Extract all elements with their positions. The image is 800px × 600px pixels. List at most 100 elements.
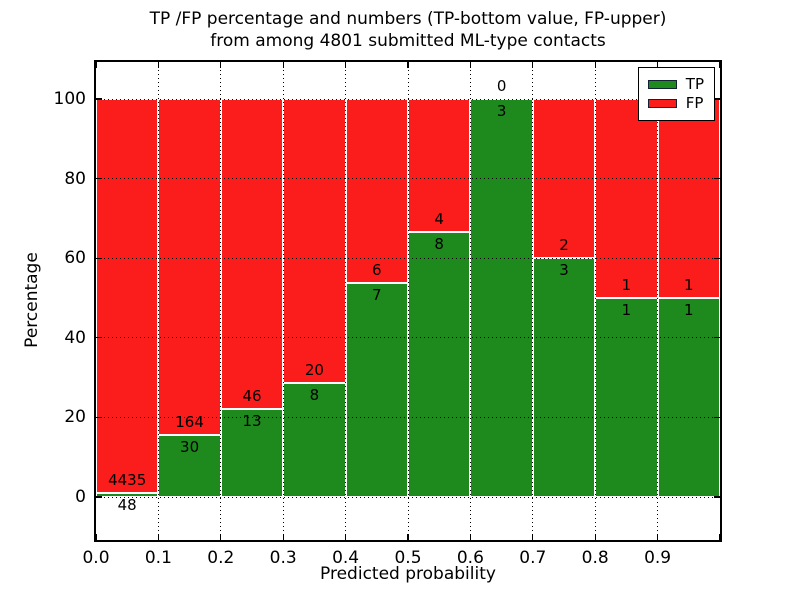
x-tick-mark — [345, 534, 347, 540]
x-tick-mark — [95, 534, 97, 540]
y-tick-mark-right — [714, 178, 720, 180]
x-tick-label: 0.7 — [519, 548, 547, 568]
tp-count-label: 3 — [496, 102, 507, 120]
tp-bar — [408, 231, 471, 497]
fp-bar — [657, 99, 720, 298]
legend-item-tp: TP — [647, 75, 704, 93]
tp-bar — [220, 409, 284, 497]
x-tick-mark-top — [282, 62, 284, 68]
gridline-horizontal — [96, 257, 720, 259]
legend-swatch-fp — [647, 99, 677, 108]
legend-rows: TP FP — [647, 75, 704, 112]
fp-bar — [408, 99, 471, 232]
x-tick-mark — [657, 534, 659, 540]
x-tick-mark-top — [95, 62, 97, 68]
y-tick-mark — [96, 337, 102, 339]
x-tick-label: 0.6 — [456, 548, 484, 568]
tp-bar — [657, 298, 720, 497]
x-tick-mark — [157, 534, 159, 540]
x-tick-mark-top — [719, 62, 721, 68]
fp-bar — [220, 99, 284, 410]
tp-bar — [532, 258, 596, 497]
gridline-vertical — [407, 62, 409, 540]
fp-count-label: 1 — [621, 276, 632, 294]
gridline-horizontal — [96, 98, 720, 100]
gridline-horizontal — [96, 496, 720, 498]
fp-bar — [595, 99, 658, 298]
x-tick-mark — [220, 534, 222, 540]
tp-bar — [158, 435, 221, 497]
y-tick-mark-right — [714, 416, 720, 418]
x-tick-mark-top — [657, 62, 659, 68]
tp-bar — [470, 99, 533, 497]
gridline-horizontal — [96, 178, 720, 180]
gridline-horizontal — [96, 416, 720, 418]
y-tick-mark — [96, 496, 102, 498]
x-tick-mark — [594, 534, 596, 540]
x-tick-mark-top — [594, 62, 596, 68]
x-tick-mark — [719, 534, 721, 540]
gridline-vertical — [594, 62, 596, 540]
tp-count-label: 13 — [242, 412, 262, 431]
y-tick-label: 0 — [75, 487, 86, 508]
x-axis-label: Predicted probability — [320, 564, 496, 584]
tp-count-label: 48 — [117, 495, 137, 514]
y-tick-label: 40 — [64, 327, 86, 348]
fp-count-label: 1 — [684, 276, 694, 294]
y-tick-mark — [96, 178, 102, 180]
tp-bar — [595, 298, 658, 497]
gridline-vertical — [220, 62, 222, 540]
x-tick-mark — [407, 534, 409, 540]
x-tick-label: 0.1 — [144, 548, 172, 568]
x-tick-mark-top — [220, 62, 222, 68]
chart-title-line1: TP /FP percentage and numbers (TP-bottom… — [149, 9, 667, 29]
x-tick-label: 0.2 — [207, 548, 235, 568]
y-tick-mark-right — [714, 98, 720, 100]
tp-count-label: 30 — [180, 438, 200, 457]
fp-count-label: 2 — [559, 236, 569, 255]
tp-bar — [283, 383, 346, 497]
fp-bar — [345, 99, 408, 283]
y-tick-mark — [96, 98, 102, 100]
y-tick-mark-right — [714, 337, 720, 339]
x-tick-label: 0.0 — [82, 548, 110, 568]
fp-count-label: 46 — [242, 387, 262, 406]
x-tick-mark — [532, 534, 534, 540]
legend-swatch-tp — [647, 80, 677, 89]
y-tick-mark-right — [714, 257, 720, 259]
tp-count-label: 3 — [559, 261, 569, 280]
tp-count-label: 1 — [684, 301, 694, 319]
fp-bar — [158, 99, 221, 436]
legend: TP FP — [637, 67, 715, 121]
legend-label-fp: FP — [685, 94, 704, 112]
x-tick-mark-top — [469, 62, 471, 68]
legend-item-fp: FP — [647, 94, 704, 112]
y-tick-label: 20 — [64, 407, 86, 428]
tp-count-label: 7 — [372, 285, 382, 304]
tp-count-label: 8 — [309, 386, 320, 405]
x-tick-mark-top — [532, 62, 534, 68]
gridline-vertical — [282, 62, 284, 540]
x-tick-mark-top — [407, 62, 409, 68]
y-tick-mark — [96, 416, 102, 418]
fp-count-label: 4 — [434, 209, 444, 228]
fp-count-label: 6 — [372, 260, 382, 279]
tp-bar — [96, 492, 159, 497]
fp-count-label: 0 — [496, 77, 507, 95]
x-tick-mark-top — [345, 62, 347, 68]
y-tick-label: 60 — [64, 248, 86, 269]
legend-label-tp: TP — [685, 75, 704, 93]
fp-bar — [283, 99, 346, 384]
y-tick-label: 80 — [64, 168, 86, 189]
gridline-vertical — [532, 62, 534, 540]
y-tick-mark — [96, 257, 102, 259]
gridline-vertical — [657, 62, 659, 540]
gridline-vertical — [157, 62, 159, 540]
gridline-vertical — [345, 62, 347, 540]
y-tick-mark-right — [714, 496, 720, 498]
plot-area: 4435 48 164 30 46 13 20 8 6 7 4 8 0 3 2 3 1 1 1 1 TP FP — [94, 60, 722, 542]
tp-count-label: 8 — [434, 234, 444, 253]
x-tick-label: 0.8 — [581, 548, 609, 568]
fp-count-label: 4435 — [108, 470, 147, 489]
